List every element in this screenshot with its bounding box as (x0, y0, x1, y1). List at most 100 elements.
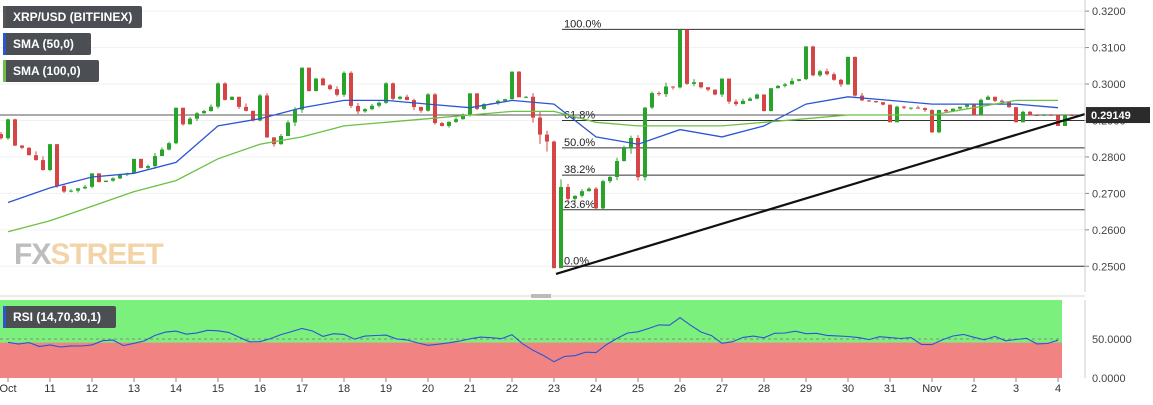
candle-body (790, 80, 794, 85)
candle-body (1070, 115, 1074, 117)
candle-body (972, 104, 976, 116)
candle-body (601, 181, 605, 209)
candle-body (55, 144, 59, 187)
candle-body (174, 107, 178, 144)
rsi-tick-label: 50.0000 (1092, 334, 1132, 346)
price-tick-label: 0.2700 (1092, 188, 1126, 200)
candle-body (636, 137, 640, 178)
current-price-badge (1086, 107, 1150, 124)
candle-body (580, 191, 584, 196)
candle-body (1042, 114, 1046, 116)
candle-body (776, 85, 780, 89)
candle-body (608, 176, 612, 182)
fib-level-label: 50.0% (564, 137, 595, 149)
candle-body (916, 107, 920, 109)
rsi-legend[interactable]: RSI (14,70,30,1) (3, 306, 116, 328)
candle-body (153, 156, 157, 167)
candle-body (902, 106, 906, 108)
candle-body (48, 144, 52, 170)
candle-body (139, 158, 143, 168)
time-tick-label: 2 (971, 383, 977, 395)
candle-body (825, 71, 829, 75)
overbought-zone (0, 300, 1062, 346)
candle-body (132, 158, 136, 174)
time-tick-label: 22 (506, 383, 518, 395)
candle-body (734, 101, 738, 105)
candle-body (594, 188, 598, 209)
candle-body (517, 71, 521, 98)
price-tick-label: 0.3100 (1092, 43, 1126, 55)
candle-body (937, 109, 941, 133)
current-price-label: 0.29149 (1091, 110, 1131, 122)
candle-body (622, 148, 626, 162)
fib-level-label: 38.2% (564, 164, 595, 176)
candle-body (335, 89, 339, 95)
candle-body (1014, 107, 1018, 123)
candle-body (209, 106, 213, 112)
time-tick-label: 30 (842, 383, 854, 395)
candle-body (223, 83, 227, 100)
candle-body (342, 72, 346, 95)
candle-body (377, 102, 381, 106)
candle-body (783, 84, 787, 86)
candle-body (587, 188, 591, 192)
candle-body (965, 104, 969, 107)
candle-body (160, 149, 164, 157)
time-tick-label: 4 (1055, 383, 1061, 395)
candle-body (41, 160, 45, 170)
candle-body (461, 115, 465, 120)
time-tick-label: Oct (0, 383, 17, 395)
candle-body (202, 111, 206, 114)
candle-body (69, 190, 73, 192)
candle-body (804, 46, 808, 80)
candle-body (426, 94, 430, 111)
candle-body (118, 174, 122, 179)
time-tick-label: 18 (338, 383, 350, 395)
candle-body (657, 93, 661, 95)
candle-body (762, 94, 766, 112)
rsi-tick-label: 0.0000 (1092, 373, 1126, 385)
candle-body (846, 56, 850, 85)
candle-body (1035, 115, 1039, 117)
time-tick-label: 14 (170, 383, 182, 395)
candle-body (27, 147, 31, 156)
candle-body (923, 108, 927, 111)
fib-level-label: 23.6% (564, 199, 595, 211)
time-tick-label: 25 (632, 383, 644, 395)
candle-body (706, 87, 710, 90)
candle-body (363, 109, 367, 112)
candle-body (230, 96, 234, 100)
candle-body (349, 72, 353, 106)
price-tick-label: 0.2500 (1092, 261, 1126, 273)
candle-body (97, 173, 101, 183)
candle-body (62, 186, 66, 192)
candle-body (874, 101, 878, 103)
candle-body (692, 82, 696, 84)
candle-body (468, 93, 472, 116)
candle-body (566, 186, 570, 199)
sma100-line (7, 99, 1058, 233)
sma100-legend[interactable]: SMA (100,0) (3, 60, 99, 82)
time-tick-label: 31 (884, 383, 896, 395)
symbol-legend[interactable]: XRP/USD (BITFINEX) (3, 6, 142, 28)
time-tick-label: 15 (212, 383, 224, 395)
candle-body (713, 89, 717, 95)
candle-body (412, 100, 416, 108)
candle-body (531, 96, 535, 118)
candle-body (398, 96, 402, 99)
candle-body (503, 99, 507, 101)
time-tick-label: Nov (922, 383, 942, 395)
sma50-legend[interactable]: SMA (50,0) (3, 33, 91, 55)
time-tick-label: 24 (590, 383, 602, 395)
candle-body (370, 105, 374, 110)
candle-body (685, 29, 689, 84)
candle-body (573, 195, 577, 199)
candle-body (650, 93, 654, 108)
candle-body (510, 71, 514, 100)
trendline (555, 112, 1086, 276)
candle-body (958, 106, 962, 109)
candle-body (909, 107, 913, 109)
pane-resize-handle[interactable] (531, 294, 551, 298)
